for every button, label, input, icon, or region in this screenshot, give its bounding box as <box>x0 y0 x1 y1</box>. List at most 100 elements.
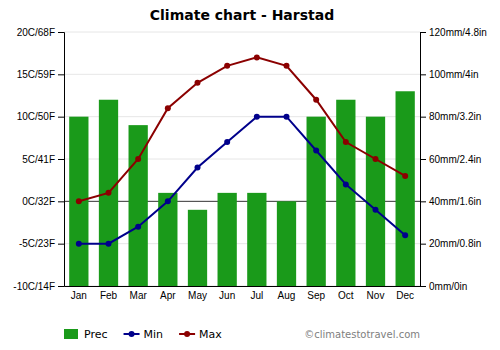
title: Climate chart - Harstad <box>150 7 334 23</box>
point <box>402 173 408 179</box>
tick-mark <box>420 32 426 33</box>
bar <box>336 100 355 286</box>
tick: 120mm/4.8in <box>420 27 487 38</box>
tick: Dec <box>396 290 414 301</box>
tick-mark <box>58 74 64 75</box>
tick-mark <box>58 244 64 245</box>
bar <box>218 193 237 286</box>
bar <box>188 210 207 286</box>
annotation: ©climatestotravel.com <box>304 329 420 340</box>
x-axis: Jan Feb Mar Apr May Jun Jul Aug Sep Oct Nov Dec <box>65 287 421 302</box>
tick-label: Nov <box>367 290 385 301</box>
marks <box>69 54 415 286</box>
legend: PrecMinMax <box>64 328 222 341</box>
tick: 80mm/3.2in <box>420 111 481 122</box>
y2-axis: 0mm/0in 20mm/0.8in 40mm/1.6in 60mm/2.4in 80m… <box>420 27 487 292</box>
grid-line <box>64 74 420 75</box>
tick: 15C/59F <box>17 69 64 80</box>
tick: 20C/68F <box>17 27 64 38</box>
tick-label: Aug <box>278 290 296 301</box>
tick-label: 0mm/0in <box>429 281 467 292</box>
point <box>135 224 141 230</box>
point <box>76 198 82 204</box>
point <box>165 105 171 111</box>
point <box>284 63 290 69</box>
line-series <box>76 114 408 247</box>
point <box>313 148 319 154</box>
tick-mark <box>58 201 64 202</box>
tick-mark <box>420 286 426 287</box>
legend-label: Prec <box>84 328 108 341</box>
tick-label: Jul <box>250 290 263 301</box>
point <box>135 156 141 162</box>
point <box>343 181 349 187</box>
tick: 60mm/2.4in <box>420 154 481 165</box>
bar <box>247 193 266 286</box>
point <box>254 114 260 120</box>
axis-line <box>58 33 65 287</box>
tick-label: 100mm/4in <box>429 69 478 80</box>
tick-label: May <box>188 290 207 301</box>
tick-label: 10C/50F <box>17 111 55 122</box>
point <box>373 207 379 213</box>
tick: 20mm/0.8in <box>420 238 481 249</box>
tick: 100mm/4in <box>420 69 478 80</box>
tick-mark <box>58 286 64 287</box>
tick-label: 120mm/4.8in <box>429 27 487 38</box>
point <box>224 139 230 145</box>
legend-item: Min <box>124 328 164 341</box>
tick-label: 80mm/3.2in <box>429 111 481 122</box>
point <box>373 156 379 162</box>
tick: Nov <box>367 290 385 301</box>
grid <box>64 32 420 286</box>
tick-mark <box>420 117 426 118</box>
bar <box>396 91 415 286</box>
tick: 5C/41F <box>22 154 64 165</box>
tick-label: 20C/68F <box>17 27 55 38</box>
tick: Jul <box>250 290 263 301</box>
tick: Jun <box>219 290 235 301</box>
tick-label: Feb <box>100 290 118 301</box>
tick: Apr <box>160 290 176 301</box>
tick-label: Mar <box>130 290 148 301</box>
point <box>106 241 112 247</box>
legend-marker <box>129 331 135 337</box>
grid-line <box>64 32 420 33</box>
tick: May <box>188 290 207 301</box>
tick: Sep <box>307 290 325 301</box>
point <box>313 97 319 103</box>
tick-mark <box>420 201 426 202</box>
point <box>106 190 112 196</box>
tick-label: 15C/59F <box>17 69 55 80</box>
tick: -5C/23F <box>19 238 64 249</box>
tick-mark <box>58 117 64 118</box>
tick: Mar <box>130 290 148 301</box>
tick-mark <box>420 159 426 160</box>
tick: Oct <box>338 290 354 301</box>
tick-label: -5C/23F <box>19 238 55 249</box>
tick: 40mm/1.6in <box>420 196 481 207</box>
tick-mark <box>420 74 426 75</box>
tick: Feb <box>100 290 118 301</box>
axis-line <box>65 286 421 287</box>
legend-label: Min <box>144 328 164 341</box>
tick-label: Sep <box>307 290 325 301</box>
tick-label: Jun <box>219 290 235 301</box>
bar <box>69 117 88 286</box>
tick: -10C/14F <box>13 281 64 292</box>
tick-label: 5C/41F <box>22 154 55 165</box>
y-axis: -10C/14F-5C/23F0C/32F5C/41F10C/50F15C/59… <box>13 27 64 292</box>
tick-label: 20mm/0.8in <box>429 238 481 249</box>
tick-label: Dec <box>396 290 414 301</box>
line <box>79 57 405 201</box>
legend-marker <box>184 331 190 337</box>
tick-label: Jan <box>71 290 87 301</box>
axis-line <box>421 33 427 287</box>
tick: Jan <box>71 290 87 301</box>
tick-mark <box>58 32 64 33</box>
bar <box>99 100 118 286</box>
tick-mark <box>420 244 426 245</box>
tick-label: -10C/14F <box>13 281 55 292</box>
point <box>76 241 82 247</box>
tick-label: Apr <box>160 290 176 301</box>
